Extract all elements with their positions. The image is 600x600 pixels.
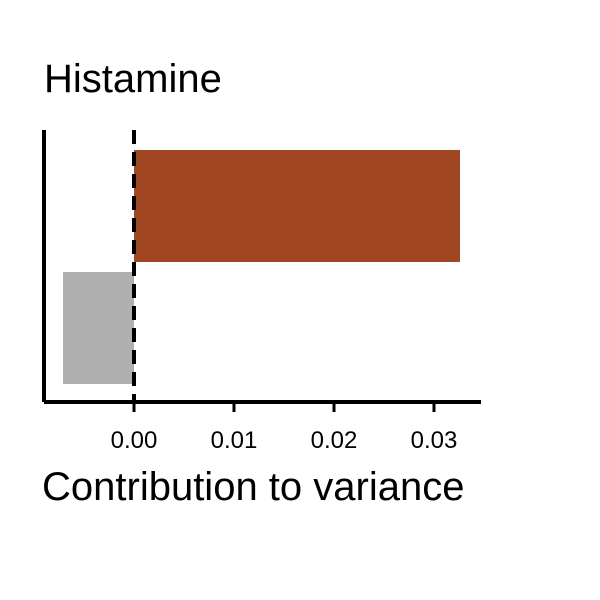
bar-1	[134, 150, 460, 262]
x-tick-label: 0.02	[311, 427, 358, 454]
bar-2	[63, 272, 134, 384]
chart-title: Histamine	[44, 57, 222, 101]
x-axis-label: Contribution to variance	[42, 465, 464, 509]
x-tick-label: 0.03	[411, 427, 458, 454]
x-tick-label: 0.01	[211, 427, 258, 454]
ticks-layer: 0.00 0.01 0.02 0.03	[111, 402, 458, 454]
bars-layer	[63, 150, 460, 384]
x-tick-label: 0.00	[111, 427, 158, 454]
